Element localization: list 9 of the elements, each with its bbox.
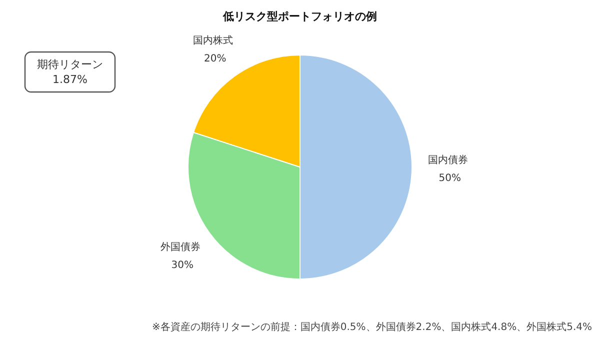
- text: 期待リターン 1.87%: [37, 58, 103, 86]
- slice-label: 国内株式: [193, 34, 234, 46]
- text: ※各資産の期待リターンの前提：国内債券0.5%、外国債券2.2%、国内株式4.8%、外国株式5.4%: [152, 321, 592, 333]
- data-label: 50%: [438, 173, 461, 184]
- slice-label: 国内債券: [428, 154, 468, 166]
- data-label: 30%: [171, 260, 194, 271]
- chart-title: 低リスク型ポートフォリオの例: [222, 10, 377, 23]
- data-label: 20%: [204, 53, 226, 64]
- slice-label: 外国債券: [160, 240, 200, 253]
